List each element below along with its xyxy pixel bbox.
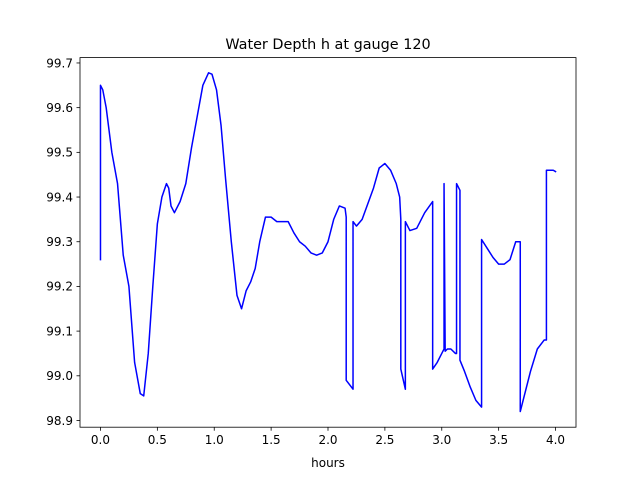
x-axis: 0.0 0.5 1.0 1.5 2.0 2.5 3.0 3.5 4.0 xyxy=(91,427,565,447)
y-tick-label: 99.4 xyxy=(46,190,73,204)
series-line xyxy=(99,72,557,413)
x-tick-label: 2.5 xyxy=(375,433,394,447)
y-tick-label: 99.2 xyxy=(46,280,73,294)
x-tick-label: 3.5 xyxy=(489,433,508,447)
plot-layer xyxy=(99,72,557,413)
x-tick-label: 4.0 xyxy=(546,433,565,447)
plot-frame xyxy=(79,57,577,428)
y-tick-label: 99.1 xyxy=(46,324,73,338)
y-tick-label: 99.0 xyxy=(46,369,73,383)
x-tick-label: 0.0 xyxy=(91,433,110,447)
x-tick-label: 2.0 xyxy=(318,433,337,447)
y-tick-label: 99.6 xyxy=(46,101,73,115)
x-axis-label: hours xyxy=(311,456,345,470)
y-tick-label: 99.7 xyxy=(46,56,73,70)
x-tick-label: 1.0 xyxy=(205,433,224,447)
y-tick-label: 99.3 xyxy=(46,235,73,249)
x-tick-label: 1.5 xyxy=(262,433,281,447)
x-tick-label: 0.5 xyxy=(148,433,167,447)
y-axis: 98.9 99.0 99.1 99.2 99.3 99.4 99.5 99.6 99.7 xyxy=(46,56,80,428)
y-tick-label: 99.5 xyxy=(46,146,73,160)
x-tick-label: 3.0 xyxy=(432,433,451,447)
chart-title: Water Depth h at gauge 120 xyxy=(225,37,430,53)
y-tick-label: 98.9 xyxy=(46,414,73,428)
